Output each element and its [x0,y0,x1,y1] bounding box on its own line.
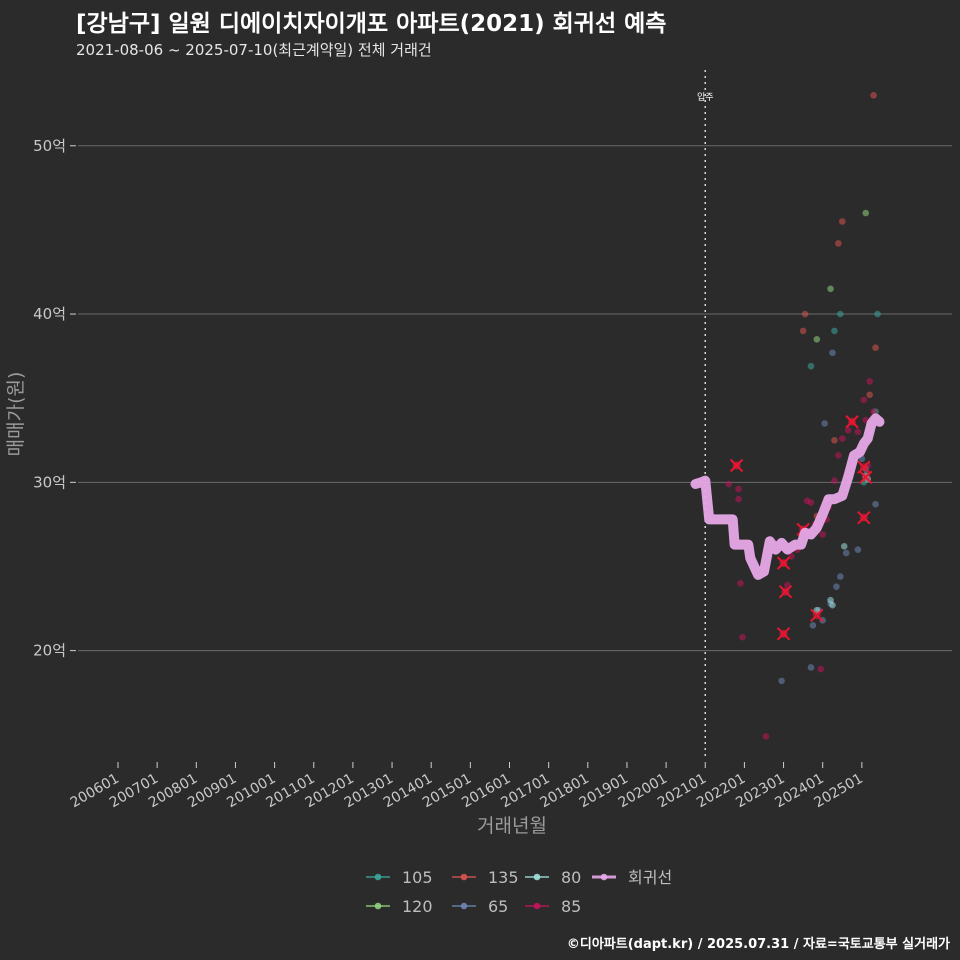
data-point-65 [872,500,879,508]
data-point-80 [827,596,834,604]
data-point-85 [784,581,791,589]
data-point-65 [842,549,850,557]
data-point-135 [799,327,807,335]
data-point-120 [813,335,821,343]
legend-label-120: 120 [402,897,433,916]
legend-key-dot-80 [533,873,541,881]
data-point-85 [817,665,825,673]
y-tick-label: 40억 [33,305,66,323]
data-point-135 [801,310,809,318]
data-point-85 [866,378,873,385]
data-point-85 [735,485,742,493]
data-point-80 [813,606,821,614]
data-point-85 [739,633,746,641]
legend-key-dot-105 [374,873,382,881]
data-point-65 [821,420,828,427]
regression-layer [690,413,885,580]
data-point-65 [854,546,862,553]
cross-marker [776,627,791,641]
legend-key-dot-135 [460,873,468,881]
y-tick-label: 50억 [33,137,66,155]
cross-marker [859,470,873,484]
legend-label-135: 135 [488,868,519,887]
y-axis-ticks: 20억 30억 40억 50억 [33,137,76,660]
data-point-80 [829,601,836,609]
data-point-85 [737,580,744,587]
legend-key-dot-65 [460,902,468,910]
y-tick-label: 20억 [33,642,66,660]
cross-marker [857,510,871,525]
legend-label-회귀선: 회귀선 [628,868,672,887]
source-credit: ©디아파트(dapt.kr) / 2025.07.31 / 자료=국토교통부 실… [566,937,950,952]
legend-key-dot-회귀선 [600,873,608,881]
data-point-85 [870,408,877,415]
cross-marker [778,585,793,599]
cross-marker [845,415,859,429]
move-in-label: 입주 [697,91,714,103]
data-point-85 [725,480,733,488]
cross-marker [776,556,791,570]
data-point-85 [838,435,846,442]
data-point-85 [819,531,826,538]
data-point-65 [778,677,785,685]
data-point-105 [837,310,844,318]
data-point-85 [835,452,842,459]
data-point-120 [827,285,834,293]
legend-key-dot-85 [533,902,541,910]
data-point-105 [874,310,881,318]
legend-label-85: 85 [561,897,581,916]
data-point-135 [835,240,842,247]
legend-label-80: 80 [561,868,581,887]
data-point-135 [831,436,838,444]
data-point-80 [840,542,848,550]
data-point-85 [860,396,868,404]
y-tick-label: 30억 [33,473,66,491]
data-point-85 [854,428,862,436]
legend-key-dot-120 [374,902,382,910]
data-point-85 [844,426,852,434]
legend-label-65: 65 [488,897,508,916]
chart-title: [강남구] 일원 디에이치자이개포 아파트(2021) 회귀선 예측 [76,11,667,37]
data-point-85 [762,733,770,740]
data-point-85 [735,495,742,503]
data-point-85 [807,499,815,506]
data-point-120 [862,209,870,217]
annotation-layer: 입주 [697,70,714,760]
data-point-135 [870,91,877,99]
data-point-65 [809,622,817,629]
chart-subtitle: 2021-08-06 ~ 2025-07-10(최근계약일) 전체 거래건 [76,41,432,59]
legend-label-105: 105 [402,868,433,887]
data-point-85 [831,477,838,484]
y-axis-title: 매매가(원) [5,372,27,457]
regression-line [690,413,885,580]
cross-marker [810,608,824,622]
legend: 105 120 135 65 80 85 회귀선 [366,868,672,916]
data-point-65 [807,664,815,671]
x-axis-ticks: 2006012007012008012009012010012011012012… [68,762,866,811]
data-point-135 [872,344,879,352]
data-point-65 [829,349,836,357]
data-point-65 [833,583,840,590]
cross-markers [729,415,873,641]
data-point-135 [866,391,873,399]
data-point-105 [807,362,815,370]
grid-lines [78,145,952,652]
x-axis-title: 거래년월 [477,815,547,837]
data-point-135 [838,218,846,225]
data-point-65 [837,573,844,580]
data-point-105 [831,327,838,335]
cross-marker [857,460,871,474]
cross-marker [729,458,744,473]
